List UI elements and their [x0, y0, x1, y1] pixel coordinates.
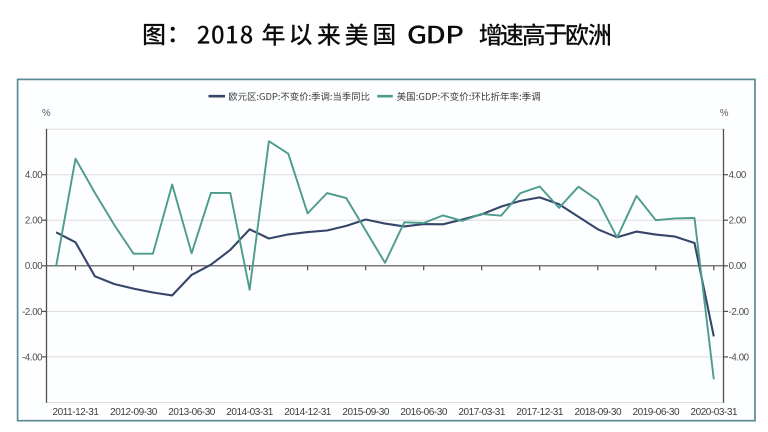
svg-text:2.00: 2.00: [729, 216, 747, 227]
svg-text:2013-06-30: 2013-06-30: [168, 407, 216, 418]
svg-text:-4.00: -4.00: [729, 352, 750, 363]
svg-text:2016-06-30: 2016-06-30: [400, 407, 448, 418]
svg-text:2014-03-31: 2014-03-31: [226, 407, 274, 418]
svg-text:2020-03-31: 2020-03-31: [690, 407, 738, 418]
svg-text:4.00: 4.00: [25, 170, 43, 181]
svg-text:2012-09-30: 2012-09-30: [110, 407, 158, 418]
svg-text:2011-12-31: 2011-12-31: [53, 407, 100, 418]
svg-text:%: %: [720, 108, 729, 119]
svg-text:4.00: 4.00: [729, 170, 747, 181]
svg-text:-2.00: -2.00: [729, 307, 750, 318]
svg-text:2017-03-31: 2017-03-31: [458, 407, 506, 418]
svg-text:-2.00: -2.00: [22, 307, 43, 318]
svg-text:0.00: 0.00: [25, 261, 43, 272]
svg-text:2017-12-31: 2017-12-31: [516, 407, 564, 418]
svg-text:2019-06-30: 2019-06-30: [632, 407, 680, 418]
svg-text:2018-09-30: 2018-09-30: [574, 407, 622, 418]
svg-text:-4.00: -4.00: [22, 352, 43, 363]
svg-text:2014-12-31: 2014-12-31: [284, 407, 332, 418]
svg-text:2015-09-30: 2015-09-30: [342, 407, 390, 418]
svg-text:0.00: 0.00: [729, 261, 747, 272]
svg-text:%: %: [42, 108, 51, 119]
svg-text:2.00: 2.00: [25, 216, 43, 227]
